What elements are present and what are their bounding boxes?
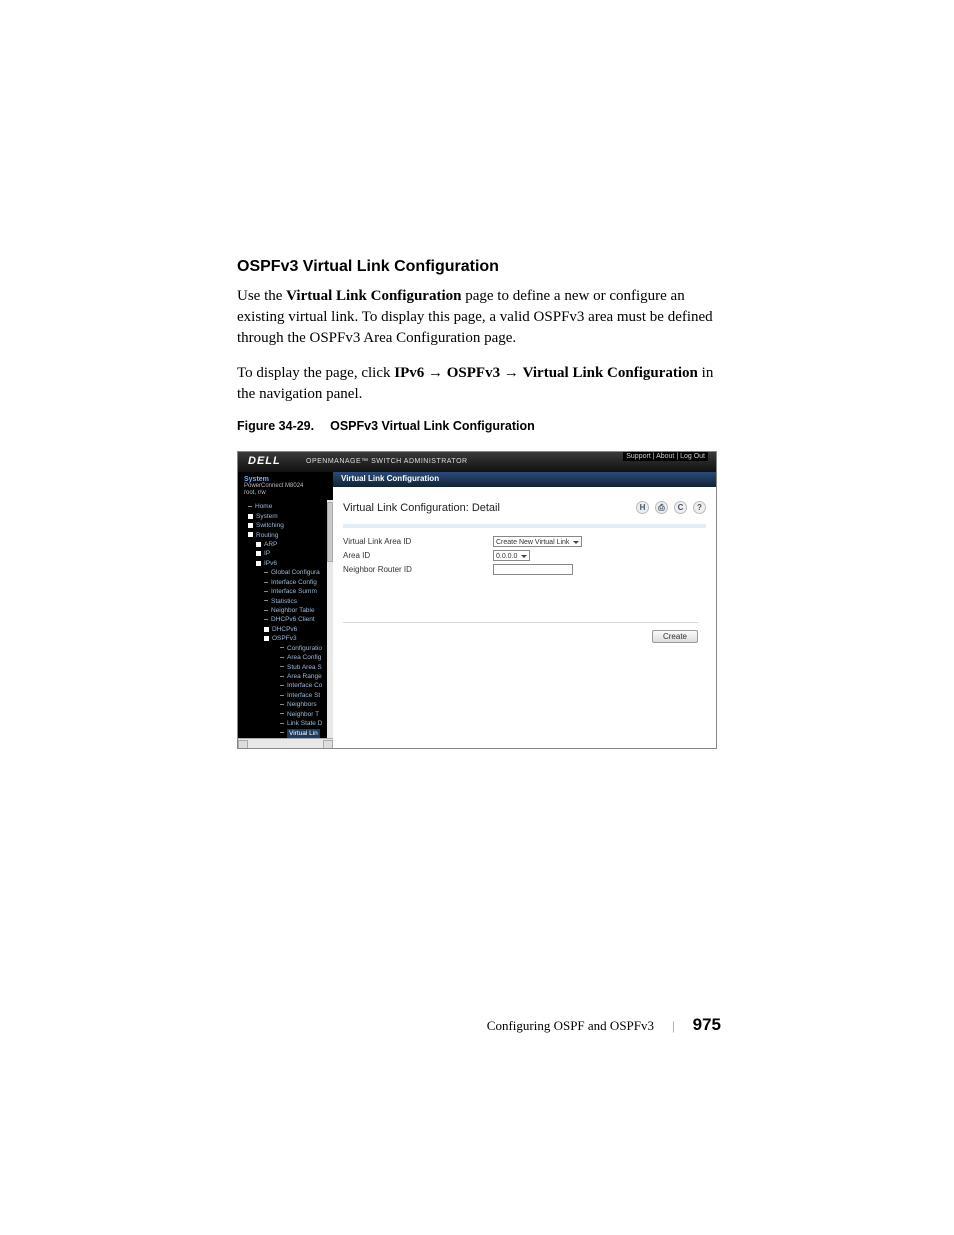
figure-caption: Figure 34-29. OSPFv3 Virtual Link Configu… xyxy=(237,419,723,433)
panel-tab[interactable]: Virtual Link Configuration xyxy=(333,472,716,487)
arrow: → xyxy=(424,365,447,381)
nav-header: System PowerConnect M8024 root, r/w xyxy=(238,472,333,499)
breadcrumb-ospfv3: OSPFv3 xyxy=(447,365,500,381)
label-area-id: Area ID xyxy=(343,551,493,560)
nav-ospfv3[interactable]: OSPFv3 xyxy=(242,634,333,643)
paragraph-2: To display the page, click IPv6 → OSPFv3… xyxy=(237,363,723,405)
figure-number: Figure 34-29. xyxy=(237,419,314,433)
form-area: Virtual Link Area ID Create New Virtual … xyxy=(333,536,716,575)
nav-system[interactable]: System xyxy=(242,512,333,521)
panel-icons: H ⎙ C ? xyxy=(636,501,706,514)
nav-routing[interactable]: Routing xyxy=(242,531,333,540)
refresh-icon[interactable]: C xyxy=(674,501,687,514)
product-name: OPENMANAGE™ SWITCH ADMINISTRATOR xyxy=(306,458,468,465)
print-icon[interactable]: ⎙ xyxy=(655,501,668,514)
footer-page-number: 975 xyxy=(693,1015,721,1035)
footer-chapter: Configuring OSPF and OSPFv3 xyxy=(487,1018,654,1034)
nav-tree: Home System Switching Routing ARP IP IPv… xyxy=(238,499,333,748)
nav-configuration[interactable]: Configuratio xyxy=(242,644,333,653)
section-heading: OSPFv3 Virtual Link Configuration xyxy=(237,258,723,276)
model-label: PowerConnect M8024 xyxy=(244,483,327,490)
nav-neigh-table[interactable]: Neighbor Table xyxy=(242,606,333,615)
system-label: System xyxy=(244,476,327,483)
bold-term: Virtual Link Configuration xyxy=(286,288,461,304)
nav-horizontal-scrollbar[interactable] xyxy=(238,738,333,748)
nav-global-config[interactable]: Global Configura xyxy=(242,568,333,577)
nav-link-state[interactable]: Link State D xyxy=(242,719,333,728)
user-label: root, r/w xyxy=(244,490,327,497)
save-icon[interactable]: H xyxy=(636,501,649,514)
nav-stats[interactable]: Statistics xyxy=(242,597,333,606)
main-panel: Virtual Link Configuration Virtual Link … xyxy=(333,472,716,748)
nav-area-range[interactable]: Area Range xyxy=(242,672,333,681)
row-neighbor-router-id: Neighbor Router ID xyxy=(343,564,706,575)
top-links[interactable]: Support | About | Log Out xyxy=(623,452,708,461)
nav-arp[interactable]: ARP xyxy=(242,540,333,549)
text: To display the page, click xyxy=(237,365,394,381)
nav-iface-summ[interactable]: Interface Summ xyxy=(242,587,333,596)
nav-area-config[interactable]: Area Config xyxy=(242,653,333,662)
nav-virtual-lin[interactable]: Virtual Lin xyxy=(242,729,333,738)
paragraph-1: Use the Virtual Link Configuration page … xyxy=(237,286,723,349)
page-footer: Configuring OSPF and OSPFv3 | 975 xyxy=(487,1015,721,1035)
select-vl-area[interactable]: Create New Virtual Link xyxy=(493,536,582,547)
nav-dhcpv6[interactable]: DHCPv6 xyxy=(242,625,333,634)
form-bottom-rule xyxy=(343,622,698,623)
nav-stub-area[interactable]: Stub Area S xyxy=(242,663,333,672)
row-area-id: Area ID 0.0.0.0 xyxy=(343,550,706,561)
input-neighbor-router-id[interactable] xyxy=(493,564,573,575)
arrow: → xyxy=(500,365,523,381)
nav-ipv6[interactable]: IPv6 xyxy=(242,559,333,568)
nav-sidebar: System PowerConnect M8024 root, r/w Home… xyxy=(238,472,333,748)
nav-ip[interactable]: IP xyxy=(242,549,333,558)
panel-header: Virtual Link Configuration: Detail H ⎙ C… xyxy=(333,487,716,524)
topbar: DELL OPENMANAGE™ SWITCH ADMINISTRATOR Su… xyxy=(238,452,716,472)
help-icon[interactable]: ? xyxy=(693,501,706,514)
row-virtual-link-area-id: Virtual Link Area ID Create New Virtual … xyxy=(343,536,706,547)
create-button[interactable]: Create xyxy=(652,630,698,643)
breadcrumb-ipv6: IPv6 xyxy=(394,365,424,381)
label-neighbor: Neighbor Router ID xyxy=(343,565,493,574)
nav-selected-item: Virtual Lin xyxy=(287,729,320,738)
label-vl-area: Virtual Link Area ID xyxy=(343,537,493,546)
nav-iface-st[interactable]: Interface St xyxy=(242,691,333,700)
figure-title: OSPFv3 Virtual Link Configuration xyxy=(330,419,535,433)
nav-neighbor-t[interactable]: Neighbor T xyxy=(242,710,333,719)
brand-logo: DELL xyxy=(248,455,281,467)
footer-separator: | xyxy=(672,1018,675,1034)
nav-dhcpv6-client[interactable]: DHCPv6 Client xyxy=(242,615,333,624)
screenshot-figure: DELL OPENMANAGE™ SWITCH ADMINISTRATOR Su… xyxy=(237,451,717,749)
nav-iface-config[interactable]: Interface Config xyxy=(242,578,333,587)
nav-switching[interactable]: Switching xyxy=(242,521,333,530)
nav-iface-co[interactable]: Interface Co xyxy=(242,681,333,690)
nav-neighbors[interactable]: Neighbors xyxy=(242,700,333,709)
panel-divider xyxy=(343,524,706,528)
breadcrumb-vlc: Virtual Link Configuration xyxy=(523,365,698,381)
text: Use the xyxy=(237,288,286,304)
nav-home[interactable]: Home xyxy=(242,502,333,511)
panel-title: Virtual Link Configuration: Detail xyxy=(343,502,500,514)
select-area-id[interactable]: 0.0.0.0 xyxy=(493,550,530,561)
